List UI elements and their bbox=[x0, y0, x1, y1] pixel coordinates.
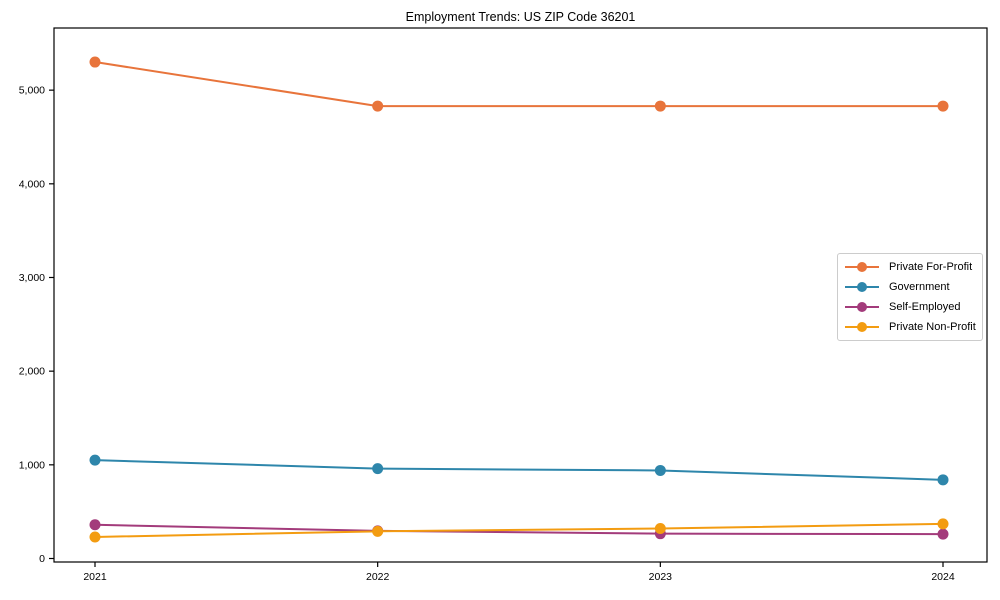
data-point-private-non-profit bbox=[937, 518, 949, 530]
data-point-private-for-profit bbox=[654, 100, 666, 112]
legend-marker-icon bbox=[845, 262, 879, 272]
data-point-government bbox=[372, 463, 384, 475]
y-tick-label: 0 bbox=[39, 553, 45, 565]
legend-label: Private For-Profit bbox=[889, 261, 973, 273]
legend-item: Self-Employed bbox=[838, 297, 982, 317]
data-point-private-for-profit bbox=[937, 100, 949, 112]
series-line-government bbox=[94, 459, 944, 481]
legend-item: Private For-Profit bbox=[838, 257, 982, 277]
x-tick-label: 2021 bbox=[83, 571, 107, 583]
series-line-private-non-profit bbox=[94, 522, 944, 538]
y-tick-label: 1,000 bbox=[19, 459, 45, 471]
legend-label: Self-Employed bbox=[889, 301, 961, 313]
data-point-government bbox=[654, 464, 666, 476]
series-line-self-employed bbox=[94, 523, 944, 536]
legend-label: Private Non-Profit bbox=[889, 321, 976, 333]
legend-marker-icon bbox=[845, 322, 879, 332]
y-tick-label: 3,000 bbox=[19, 272, 45, 284]
legend-label: Government bbox=[889, 281, 950, 293]
data-point-government bbox=[89, 454, 101, 466]
data-point-private-for-profit bbox=[372, 100, 384, 112]
data-point-government bbox=[937, 474, 949, 486]
legend-marker-icon bbox=[845, 302, 879, 312]
data-point-private-for-profit bbox=[89, 56, 101, 68]
legend-marker-icon bbox=[845, 282, 879, 292]
data-point-private-non-profit bbox=[89, 531, 101, 543]
chart-legend: Private For-Profit Government Self-Employe… bbox=[837, 253, 983, 341]
chart-title: Employment Trends: US ZIP Code 36201 bbox=[405, 10, 636, 24]
data-point-private-non-profit bbox=[372, 525, 384, 537]
data-point-self-employed bbox=[937, 528, 949, 540]
y-tick-label: 5,000 bbox=[19, 85, 45, 97]
y-tick-label: 2,000 bbox=[19, 366, 45, 378]
x-tick-label: 2024 bbox=[931, 571, 955, 583]
series-line-private-for-profit bbox=[94, 61, 944, 108]
plot-border bbox=[53, 27, 988, 563]
y-tick-label: 4,000 bbox=[19, 178, 45, 190]
legend-item: Government bbox=[838, 277, 982, 297]
x-tick-label: 2023 bbox=[649, 571, 673, 583]
x-tick-label: 2022 bbox=[366, 571, 390, 583]
legend-item: Private Non-Profit bbox=[838, 317, 982, 337]
data-point-private-non-profit bbox=[654, 523, 666, 535]
data-point-self-employed bbox=[89, 519, 101, 531]
